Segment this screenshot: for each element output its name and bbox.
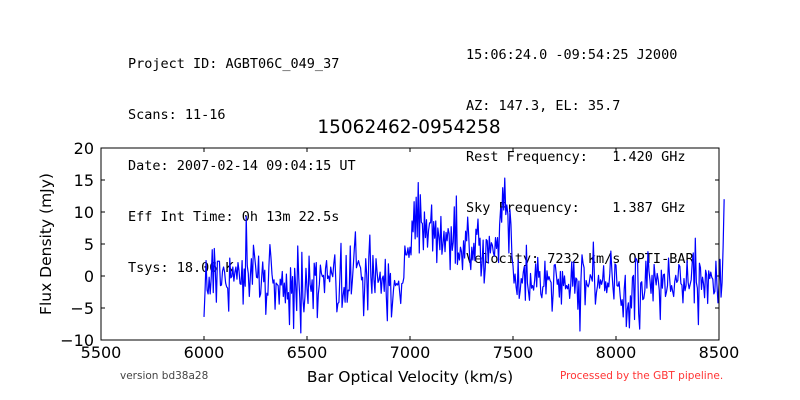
date: Date: 2007-02-14 09:04:15 UT (128, 158, 356, 174)
y-tick-label: 15 (74, 171, 94, 190)
x-tick-label: 6000 (184, 343, 225, 362)
axis-ticks: 5500 6000 6500 7000 7500 8000 8500 −10 −5 0 5 10 15 2… (60, 139, 739, 362)
observation-info-right: 15:06:24.0 -09:54:25 J2000 AZ: 147.3, EL… (466, 13, 694, 285)
sky-frequency: Sky Frequency: 1.387 GHz (466, 200, 686, 216)
y-tick-label: −5 (70, 299, 94, 318)
x-tick-label: 5500 (81, 343, 122, 362)
observation-info-left: Project ID: AGBT06C_049_37 Scans: 11-16 … (128, 22, 356, 294)
chart-title: 15062462-0954258 (317, 117, 500, 138)
spectrum-line (203, 177, 725, 334)
pipeline-label: Processed by the GBT pipeline. (560, 370, 724, 382)
data-layer (203, 177, 725, 334)
y-tick-label: 10 (74, 203, 94, 222)
project-id: Project ID: AGBT06C_049_37 (128, 56, 340, 72)
velocity: Velocity: 7232 km/s OPTI-BAR (466, 251, 694, 267)
rest-frequency: Rest Frequency: 1.420 GHz (466, 149, 686, 165)
x-axis-label: Bar Optical Velocity (km/s) (307, 368, 513, 386)
x-tick-label: 6500 (287, 343, 328, 362)
y-axis-label: Flux Density (mJy) (37, 173, 55, 315)
version-label: version bd38a28 (120, 370, 209, 382)
x-tick-label: 7000 (390, 343, 431, 362)
x-tick-label: 8500 (699, 343, 740, 362)
coordinates: 15:06:24.0 -09:54:25 J2000 (466, 47, 678, 63)
eff-int-time: Eff Int Time: 0h 13m 22.5s (128, 209, 340, 225)
y-tick-label: 0 (84, 267, 94, 286)
x-tick-label: 7500 (493, 343, 534, 362)
y-tick-label: 20 (74, 139, 94, 158)
scans: Scans: 11-16 (128, 107, 226, 123)
y-tick-label: 5 (84, 235, 94, 254)
plot-frame (100, 147, 720, 341)
x-tick-label: 8000 (596, 343, 637, 362)
y-tick-label: −10 (60, 331, 94, 350)
az-el: AZ: 147.3, EL: 35.7 (466, 98, 621, 114)
